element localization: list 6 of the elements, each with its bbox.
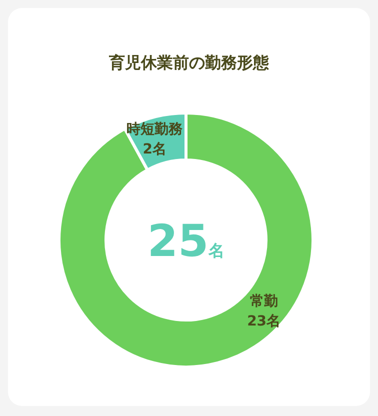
text: 25名 xyxy=(147,216,225,267)
chart-title: 育児休業前の勤務形態 xyxy=(108,53,270,72)
slice-label: 時短勤務 xyxy=(126,121,184,138)
data-label: 23名 xyxy=(247,313,281,330)
slice-label: 常勤 xyxy=(250,293,278,310)
data-label: 2名 xyxy=(142,141,167,158)
